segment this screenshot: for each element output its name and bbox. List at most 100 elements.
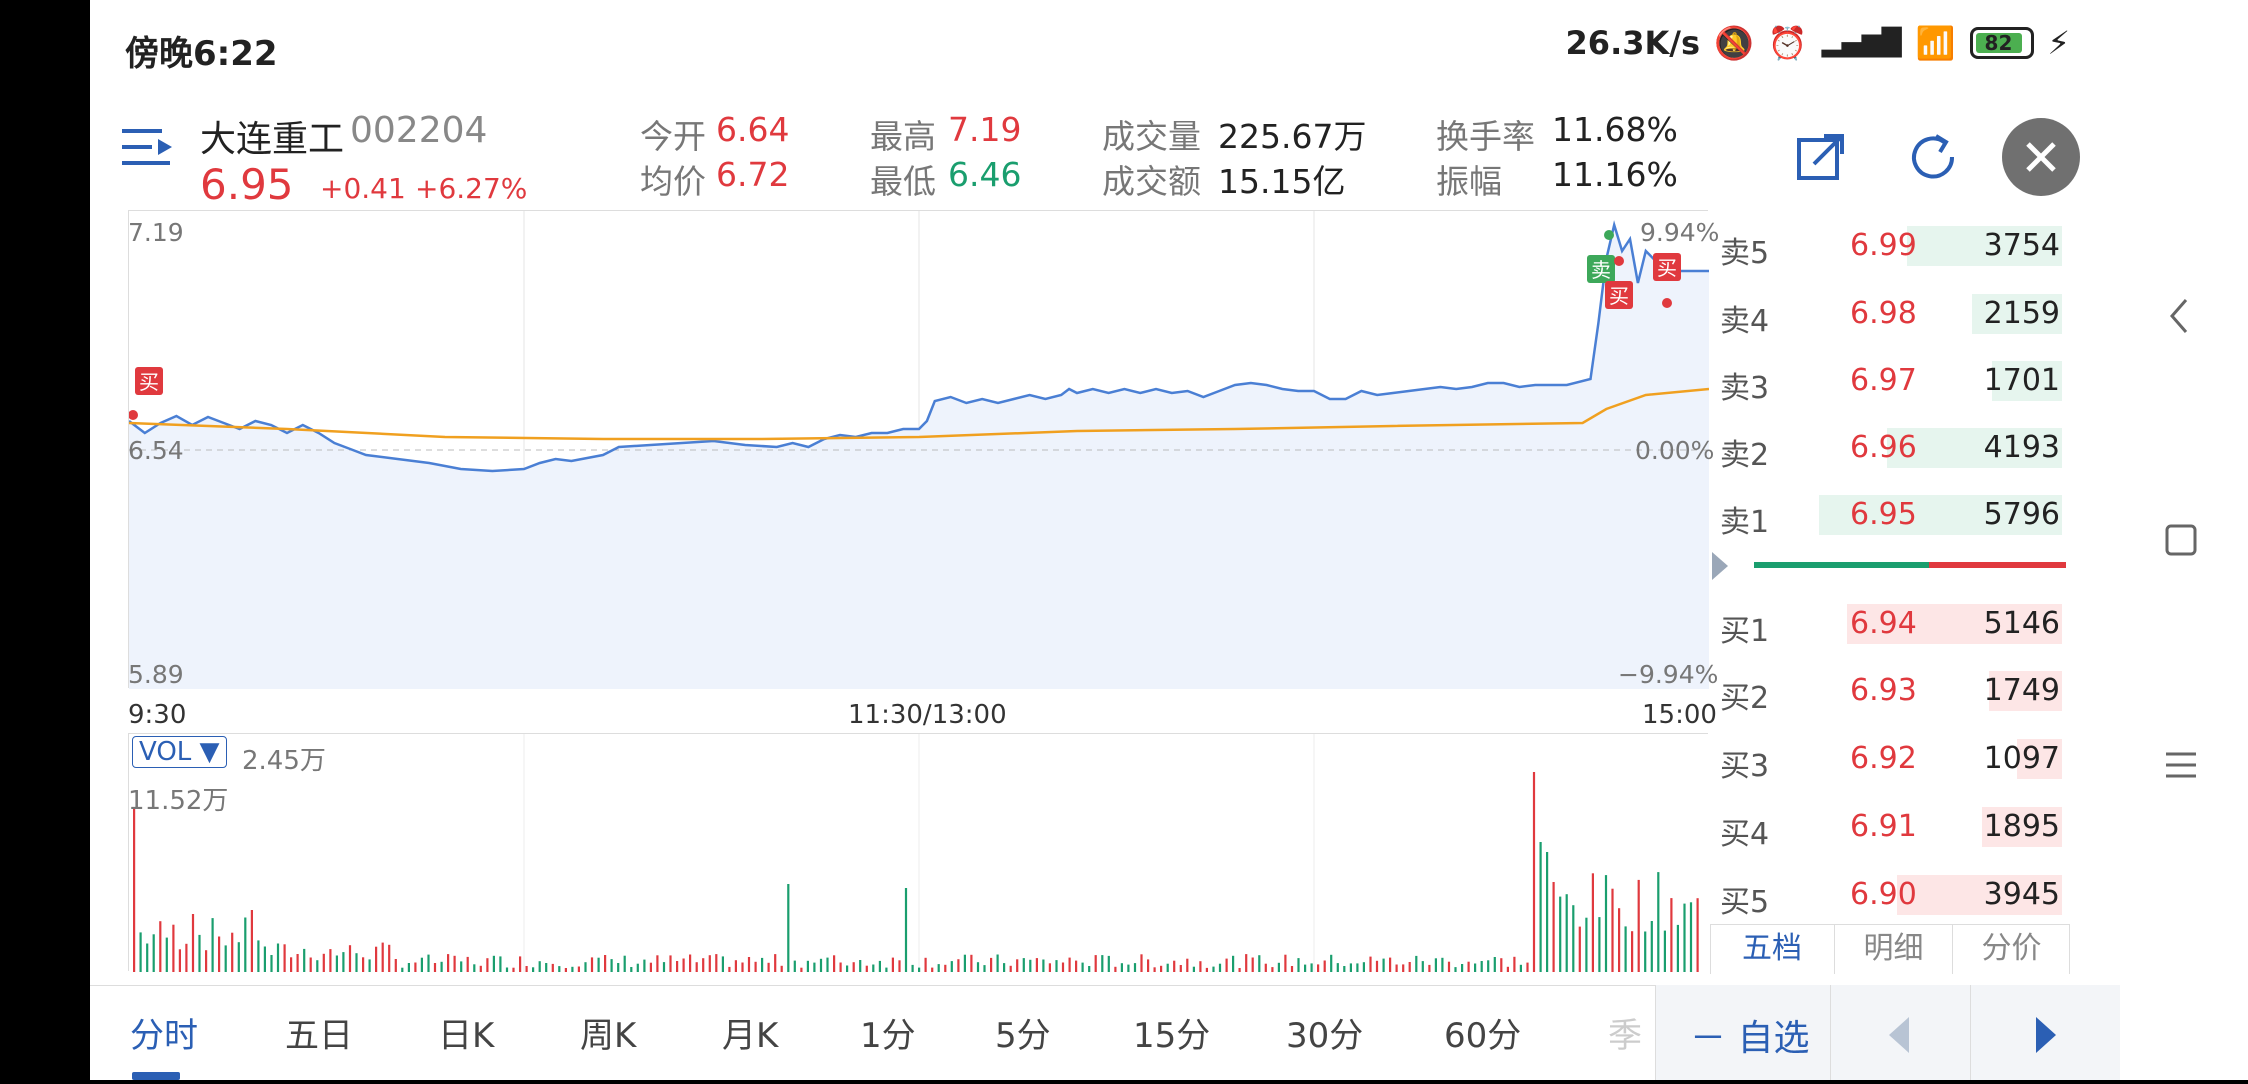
tab-details[interactable]: 明细	[1835, 924, 1953, 974]
status-time: 傍晚6:22	[125, 34, 278, 74]
volume-bar	[577, 966, 580, 972]
bid-row[interactable]: 买3 6.92 1097	[1710, 735, 2070, 785]
tab-period[interactable]: 五日	[285, 1016, 353, 1056]
orderbook-tabs	[1710, 924, 2070, 974]
volume-bar	[1297, 958, 1300, 972]
ask-row[interactable]: 卖1 6.95 5796	[1710, 491, 2070, 541]
volume-bar	[1147, 959, 1150, 972]
price-change: +0.41	[320, 172, 406, 205]
menu-icon[interactable]	[122, 125, 174, 171]
tab-period[interactable]: 15分	[1133, 1016, 1211, 1056]
volume-bar	[1061, 962, 1065, 972]
refresh-icon[interactable]	[1906, 130, 1960, 184]
tab-period[interactable]: 1分	[860, 1016, 916, 1056]
volume-bar	[1683, 903, 1686, 972]
volume-bar	[728, 966, 731, 972]
level-qty: 5146	[1983, 606, 2060, 641]
volume-bar	[1546, 852, 1549, 972]
volume-bar	[1696, 898, 1699, 972]
volume-bar	[447, 954, 450, 972]
volume-bar	[1552, 882, 1555, 972]
level-price: 6.91	[1850, 809, 1917, 844]
tab-period[interactable]: 5分	[995, 1016, 1051, 1056]
level-name: 买1	[1720, 614, 1770, 649]
volume-bar	[1480, 961, 1483, 972]
ask-row[interactable]: 卖4 6.98 2159	[1710, 290, 2070, 340]
volume-bar	[1035, 958, 1038, 972]
tab-five-levels[interactable]: 五档	[1710, 924, 1835, 974]
close-button[interactable]	[2002, 118, 2080, 196]
volume-bar	[924, 957, 927, 972]
tab-period[interactable]: 月K	[722, 1016, 779, 1056]
level-qty: 4193	[1983, 430, 2060, 465]
volume-bar	[1611, 888, 1614, 972]
bid-row[interactable]: 买1 6.94 5146	[1710, 600, 2070, 650]
bid-row[interactable]: 买4 6.91 1895	[1710, 803, 2070, 853]
level-qty: 3754	[1983, 228, 2060, 263]
volume-bar	[1657, 872, 1660, 972]
volume-bar	[466, 956, 469, 972]
share-icon[interactable]	[1796, 132, 1846, 182]
ask-row[interactable]: 卖2 6.96 4193	[1710, 424, 2070, 474]
x-axis-mid: 11:30/13:00	[848, 700, 1007, 730]
bid-row[interactable]: 买5 6.90 3945	[1710, 871, 2070, 921]
svg-text:卖: 卖	[1591, 258, 1611, 282]
ask-row[interactable]: 卖3 6.97 1701	[1710, 357, 2070, 407]
tab-period[interactable]: 日K	[438, 1016, 495, 1056]
ask-row[interactable]: 卖5 6.99 3754	[1710, 222, 2070, 272]
level-price: 6.94	[1850, 606, 1917, 641]
watchlist-button[interactable]: － 自选	[1655, 985, 1830, 1080]
volume-bar	[335, 955, 338, 972]
tab-period[interactable]: 30分	[1286, 1016, 1364, 1056]
volume-bar	[1676, 924, 1679, 972]
volume-bar	[741, 962, 744, 972]
volume-bar	[551, 963, 554, 972]
tab-period[interactable]: 60分	[1444, 1016, 1522, 1056]
pct-axis-top: 9.94%	[1640, 218, 1720, 247]
volume-bar	[1199, 961, 1202, 972]
volume-bar	[1251, 957, 1254, 972]
volume-bar	[1153, 967, 1156, 972]
volume-bar	[1277, 962, 1280, 972]
volume-bar	[1238, 968, 1241, 972]
volume-bar	[846, 965, 849, 972]
volume-bar	[865, 965, 868, 972]
level-price: 6.93	[1850, 673, 1917, 708]
level-qty: 5796	[1983, 497, 2060, 532]
volume-bar	[309, 957, 312, 972]
volume-bar	[800, 967, 803, 972]
volume-bar	[669, 955, 672, 972]
volume-bar	[525, 966, 528, 972]
volume-bar	[878, 960, 881, 972]
volume-bar	[159, 921, 162, 972]
expand-orderbook-icon[interactable]	[1710, 548, 1730, 584]
volume-bar	[257, 940, 260, 972]
tab-price-distribution[interactable]: 分价	[1981, 931, 2042, 966]
prev-stock-button[interactable]	[1830, 985, 1970, 1080]
volume-bar	[584, 962, 587, 972]
volume-bar	[976, 962, 980, 972]
depth-bar	[1897, 875, 2062, 915]
vol-selector[interactable]: VOL ▼	[132, 736, 227, 768]
next-stock-button[interactable]	[1970, 985, 2120, 1080]
volume-bar	[1310, 963, 1313, 972]
volume-bar	[1604, 875, 1608, 972]
volume-bar	[1349, 963, 1352, 972]
tab-period[interactable]: 分时	[130, 1016, 198, 1056]
back-icon[interactable]	[2164, 296, 2194, 336]
bid-row[interactable]: 买2 6.93 1749	[1710, 667, 2070, 717]
active-tab-indicator	[132, 1072, 180, 1080]
tab-period[interactable]: 季	[1608, 1016, 1642, 1056]
buy-point	[1614, 256, 1624, 266]
home-icon[interactable]	[2164, 523, 2198, 557]
volume-bar	[1330, 954, 1333, 972]
recents-icon[interactable]	[2164, 748, 2198, 782]
battery-level: 82	[1984, 31, 2013, 55]
volume-bar	[276, 943, 280, 972]
intraday-chart[interactable]: 买卖买买	[128, 210, 1709, 689]
volume-bar	[1500, 958, 1503, 972]
volume-bar	[283, 944, 286, 972]
tab-period[interactable]: 周K	[580, 1016, 637, 1056]
amplitude-label: 振幅	[1436, 162, 1502, 201]
level-price: 6.95	[1850, 497, 1917, 532]
